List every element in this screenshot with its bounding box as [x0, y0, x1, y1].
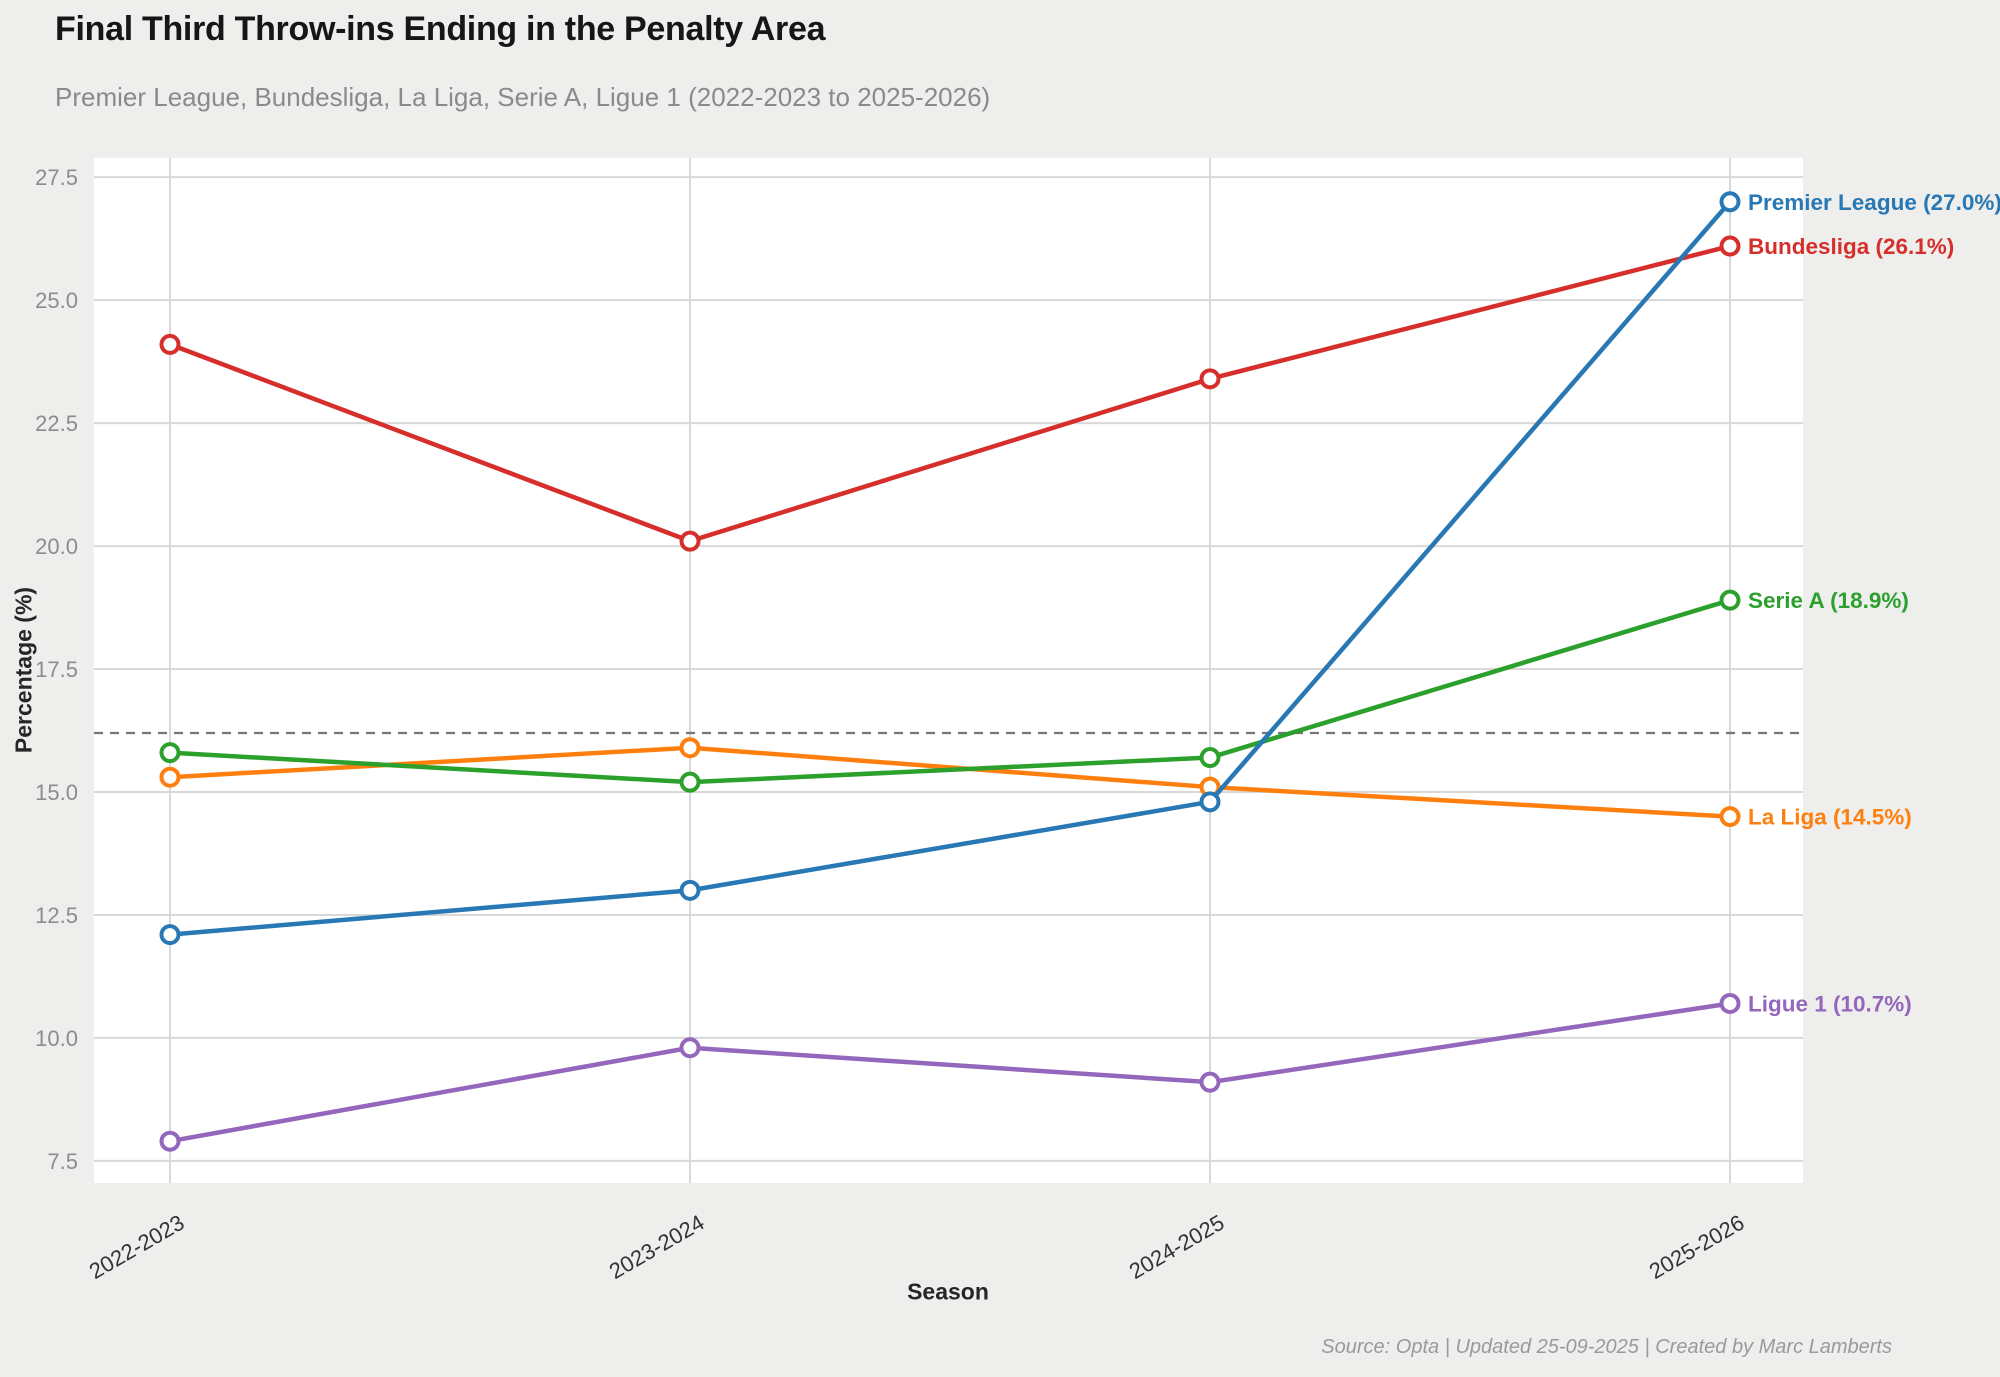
x-tick-label-group: 2024-2025 [1125, 1210, 1229, 1284]
data-point-la-liga [1719, 806, 1741, 828]
data-point-serie-a [679, 771, 701, 793]
plot-area [94, 158, 1803, 1183]
data-point-premier-league [679, 879, 701, 901]
series-line-serie-a [167, 597, 1733, 785]
data-point-ligue-1 [1719, 992, 1741, 1014]
x-tick-label-group: 2022-2023 [85, 1210, 189, 1284]
series-end-label-la-liga: La Liga (14.5%) [1748, 805, 1912, 830]
data-point-ligue-1 [1199, 1071, 1221, 1093]
x-tick-label: 2024-2025 [1125, 1210, 1229, 1284]
series-end-label-premier-league: Premier League (27.0%) [1748, 190, 2000, 215]
data-point-bundesliga [1199, 368, 1221, 390]
y-tick-label: 27.5 [35, 165, 78, 190]
y-tick-label: 17.5 [35, 657, 78, 682]
data-point-ligue-1 [159, 1130, 181, 1152]
y-tick-label: 20.0 [35, 534, 78, 559]
data-point-serie-a [159, 742, 181, 764]
chart-title: Final Third Throw-ins Ending in the Pena… [55, 10, 826, 48]
data-point-serie-a [1719, 589, 1741, 611]
series-line-la-liga [167, 745, 1733, 819]
series-end-label-bundesliga: Bundesliga (26.1%) [1748, 234, 1954, 259]
x-tick-label: 2022-2023 [85, 1210, 189, 1284]
series-end-label-serie-a: Serie A (18.9%) [1748, 588, 1909, 613]
y-axis-label: Percentage (%) [10, 586, 37, 754]
x-tick-label: 2023-2024 [605, 1210, 709, 1284]
x-tick-label-group: 2023-2024 [605, 1210, 709, 1284]
series-line-premier-league [167, 199, 1733, 937]
y-tick-label: 25.0 [35, 288, 78, 313]
source-credit: Source: Opta | Updated 25-09-2025 | Crea… [1321, 1336, 1892, 1358]
y-tick-label: 10.0 [35, 1026, 78, 1051]
y-tick-label: 12.5 [35, 903, 78, 928]
data-point-la-liga [679, 737, 701, 759]
x-axis-label: Season [907, 1278, 989, 1305]
y-tick-label: 22.5 [35, 411, 78, 436]
data-point-bundesliga [159, 333, 181, 355]
data-point-bundesliga [679, 530, 701, 552]
series-line-bundesliga [167, 243, 1733, 544]
data-point-premier-league [1199, 791, 1221, 813]
y-tick-label: 15.0 [35, 780, 78, 805]
data-point-bundesliga [1719, 235, 1741, 257]
y-tick-label: 7.5 [47, 1149, 78, 1174]
data-point-premier-league [1719, 191, 1741, 213]
data-point-premier-league [159, 924, 181, 946]
chart-subtitle: Premier League, Bundesliga, La Liga, Ser… [55, 82, 991, 112]
series-end-label-ligue-1: Ligue 1 (10.7%) [1748, 991, 1912, 1016]
series-line-ligue-1 [167, 1001, 1733, 1144]
x-tick-label: 2025-2026 [1645, 1210, 1749, 1284]
data-point-la-liga [159, 766, 181, 788]
data-point-ligue-1 [679, 1037, 701, 1059]
data-point-serie-a [1199, 747, 1221, 769]
x-tick-label-group: 2025-2026 [1645, 1210, 1749, 1284]
